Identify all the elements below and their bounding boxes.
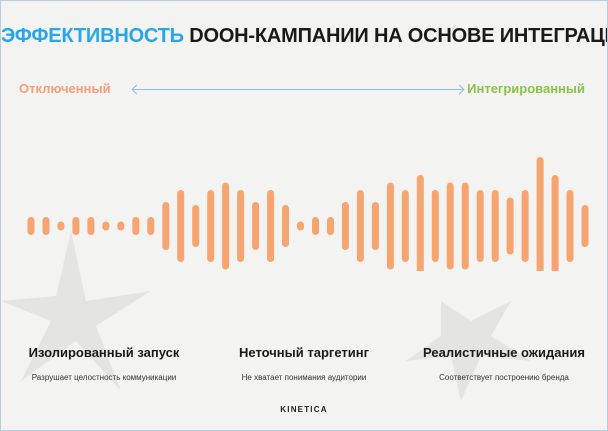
waveform-bar — [267, 190, 275, 262]
waveform-bar — [386, 182, 394, 270]
column-title-isolated: Изолированный запуск — [28, 345, 180, 360]
waveform-bar — [297, 221, 304, 231]
waveform-bar — [237, 190, 245, 262]
waveform-bar — [57, 221, 65, 231]
title-rest: DOOH-КАМПАНИИ НА ОСНОВЕ ИНТЕГРАЦИИ И ОЖИ… — [189, 25, 607, 47]
waveform-bar — [147, 217, 155, 235]
waveform-bar — [536, 157, 544, 271]
waveform-bar — [356, 190, 364, 262]
column-title-targeting: Неточный таргетинг — [239, 345, 369, 360]
brand-logo: KINETICA — [280, 405, 328, 414]
waveform-bar — [207, 190, 215, 262]
waveform-bar — [132, 217, 140, 235]
title-accent: ЭФФЕКТИВНОСТЬ — [1, 25, 184, 47]
waveform-bar — [222, 182, 230, 270]
waveform-bar — [581, 205, 589, 247]
waveform-bar — [551, 175, 559, 271]
waveform-bar — [476, 190, 484, 262]
column-subtitle-targeting: Не хватает понимания аудитории — [241, 373, 367, 382]
waveform-bar — [491, 190, 499, 262]
double-arrow-icon — [133, 89, 463, 90]
waveform-bar — [42, 217, 50, 235]
waveform-bar — [431, 190, 439, 262]
waveform-bar — [506, 197, 514, 255]
waveform-bar — [192, 205, 200, 247]
waveform-bar — [446, 182, 454, 270]
waveform-bar — [521, 190, 529, 262]
waveform-bar — [72, 217, 80, 235]
column-title-expectations: Реалистичные ожидания — [423, 345, 585, 360]
waveform-bar — [87, 217, 95, 235]
waveform-bar — [282, 205, 289, 247]
scale-right-label: Интегрированный — [467, 81, 585, 96]
column-subtitle-expectations: Соответствует построению бренда — [439, 373, 569, 382]
waveform-bar — [102, 221, 110, 231]
waveform-bar — [566, 190, 574, 262]
scale-left-label: Отключенный — [19, 81, 111, 96]
waveform-bar — [27, 217, 35, 235]
waveform-bar — [117, 221, 125, 231]
waveform-bar — [341, 202, 349, 250]
waveform-bar — [177, 190, 185, 262]
waveform-bar — [461, 182, 469, 270]
page-title: ЭФФЕКТИВНОСТЬ DOOH-КАМПАНИИ НА ОСНОВЕ ИН… — [1, 25, 607, 48]
waveform — [27, 157, 589, 271]
waveform-bar — [162, 202, 170, 250]
column-subtitle-isolated: Разрушает целостность коммуникации — [31, 373, 177, 382]
waveform-bar — [327, 217, 334, 235]
waveform-bar — [252, 202, 260, 250]
waveform-bar — [401, 190, 409, 262]
waveform-bar — [416, 175, 424, 271]
waveform-bar — [312, 217, 319, 235]
waveform-bar — [371, 202, 379, 250]
